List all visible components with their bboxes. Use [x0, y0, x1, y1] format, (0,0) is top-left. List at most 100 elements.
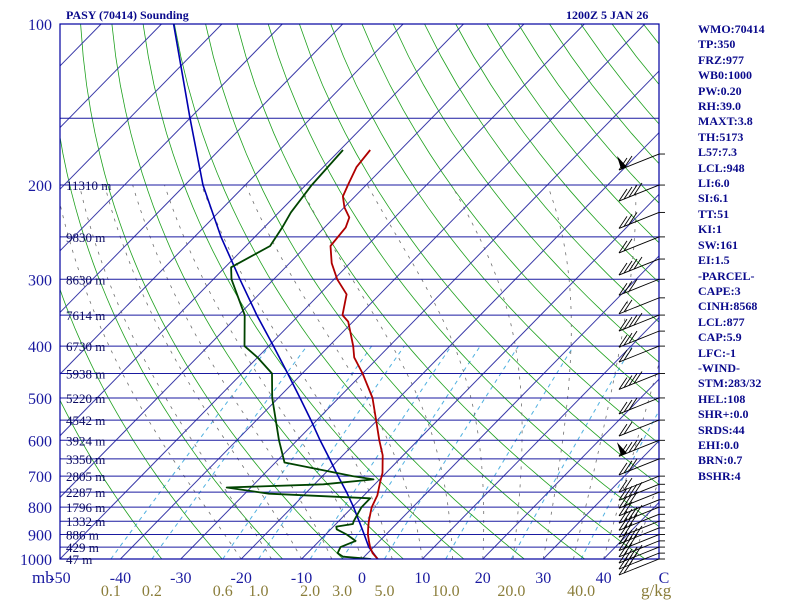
mixing-ratio-line — [385, 346, 519, 559]
height-label: 3350 m — [66, 452, 105, 467]
index-value: TT:51 — [698, 207, 798, 222]
temperature-tick-label: 40 — [596, 570, 612, 587]
temperature-tick-label: 0 — [358, 570, 366, 587]
index-value: -WIND- — [698, 361, 798, 376]
pressure-tick-label: 500 — [28, 391, 52, 408]
index-value: KI:1 — [698, 222, 798, 237]
mixing-ratio-line — [446, 346, 574, 559]
plot-frame — [60, 24, 659, 559]
mixing-ratio-label: 2.0 — [300, 583, 320, 600]
height-label: 886 m — [66, 528, 99, 543]
moist-adiabat — [133, 185, 332, 559]
mixing-ratio-line — [310, 346, 451, 559]
index-value: MAXT:3.8 — [698, 114, 798, 129]
pressure-tick-label: 800 — [28, 500, 52, 517]
index-value: LCL:877 — [698, 315, 798, 330]
wind-barb — [619, 553, 665, 569]
index-value: LFC:-1 — [698, 346, 798, 361]
pressure-tick-label: 200 — [28, 178, 52, 195]
index-value: PW:0.20 — [698, 84, 798, 99]
wind-barb — [619, 482, 665, 500]
mixing-ratio-label: 10.0 — [432, 583, 460, 600]
isotherm — [120, 24, 644, 559]
isotherm — [60, 24, 584, 559]
wind-barb — [619, 398, 665, 414]
mixing-ratio-line — [111, 346, 269, 559]
dry-adiabat — [112, 24, 404, 559]
pressure-tick-label: 700 — [28, 469, 52, 486]
wind-barb — [619, 257, 665, 275]
index-value: SHR+:0.0 — [698, 407, 798, 422]
height-label: 11310 m — [66, 178, 111, 193]
wind-barb — [619, 237, 665, 253]
pressure-tick-label: 1000 — [20, 552, 52, 569]
height-label: 4542 m — [66, 413, 105, 428]
height-label: 7614 m — [66, 308, 105, 323]
wind-barb — [619, 346, 665, 362]
pressure-unit-label: mb — [32, 568, 54, 587]
pressure-tick-label: 100 — [28, 17, 52, 34]
moist-adiabat — [165, 185, 363, 559]
pressure-tick-label: 400 — [28, 339, 52, 356]
moist-adiabat — [452, 185, 522, 559]
index-value: CAP:5.9 — [698, 330, 798, 345]
index-value: HEL:108 — [698, 392, 798, 407]
moist-adiabat — [105, 185, 302, 559]
height-label: 9830 m — [66, 230, 105, 245]
index-value: SW:161 — [698, 238, 798, 253]
height-label: 3924 m — [66, 433, 105, 448]
index-value: CAPE:3 — [698, 284, 798, 299]
wind-barb — [619, 313, 665, 331]
mixing-ratio-label: 1.0 — [249, 583, 269, 600]
index-value: SI:6.1 — [698, 191, 798, 206]
index-value: WMO:70414 — [698, 22, 798, 37]
mixing-ratio-label: 20.0 — [497, 583, 525, 600]
pressure-tick-label: 600 — [28, 433, 52, 450]
moist-adiabat — [367, 185, 483, 559]
index-value: WB0:1000 — [698, 68, 798, 83]
mixing-ratio-line — [511, 346, 632, 559]
wind-barbs — [617, 154, 665, 575]
temperature-tick-label: 10 — [414, 570, 430, 587]
mixing-ratio-unit-label: g/kg — [641, 581, 672, 600]
height-label: 5938 m — [66, 366, 105, 381]
height-label: 2287 m — [66, 485, 105, 500]
index-value: BSHR:4 — [698, 469, 798, 484]
index-value: TP:350 — [698, 37, 798, 52]
pressure-tick-label: 900 — [28, 528, 52, 545]
index-value: SRDS:44 — [698, 423, 798, 438]
index-value: BRN:0.7 — [698, 453, 798, 468]
chart-title: PASY (70414) Sounding — [66, 8, 189, 22]
height-label: 1796 m — [66, 500, 105, 515]
valid-time: 1200Z 5 JAN 26 — [566, 8, 648, 22]
height-label: 1332 m — [66, 514, 105, 529]
wind-barb — [617, 438, 665, 456]
index-value: STM:283/32 — [698, 376, 798, 391]
height-label: 5220 m — [66, 391, 105, 406]
index-value: TH:5173 — [698, 130, 798, 145]
mixing-ratio-label: 3.0 — [332, 583, 352, 600]
mixing-ratio-label: 40.0 — [567, 583, 595, 600]
index-value: -PARCEL- — [698, 269, 798, 284]
mixing-ratio-label: 0.1 — [101, 583, 121, 600]
height-label: 2805 m — [66, 469, 105, 484]
height-label: 8630 m — [66, 272, 105, 287]
dry-adiabat — [81, 24, 343, 559]
mixing-ratio-label: 5.0 — [374, 583, 394, 600]
wind-barb — [619, 459, 665, 475]
temperature-tick-label: 20 — [475, 570, 491, 587]
index-value: LCL:948 — [698, 161, 798, 176]
pressure-tick-label: 300 — [28, 272, 52, 289]
temperature-tick-label: 30 — [535, 570, 551, 587]
moist-adiabat — [604, 185, 705, 559]
temperature-tick-label: -30 — [170, 570, 191, 587]
mixing-ratio-label: 0.2 — [142, 583, 162, 600]
wind-barb — [619, 541, 665, 557]
background-grid — [0, 24, 800, 559]
wind-barb — [619, 420, 665, 436]
index-value: FRZ:977 — [698, 53, 798, 68]
index-value: EHI:0.0 — [698, 438, 798, 453]
moist-adiabat — [300, 185, 453, 559]
